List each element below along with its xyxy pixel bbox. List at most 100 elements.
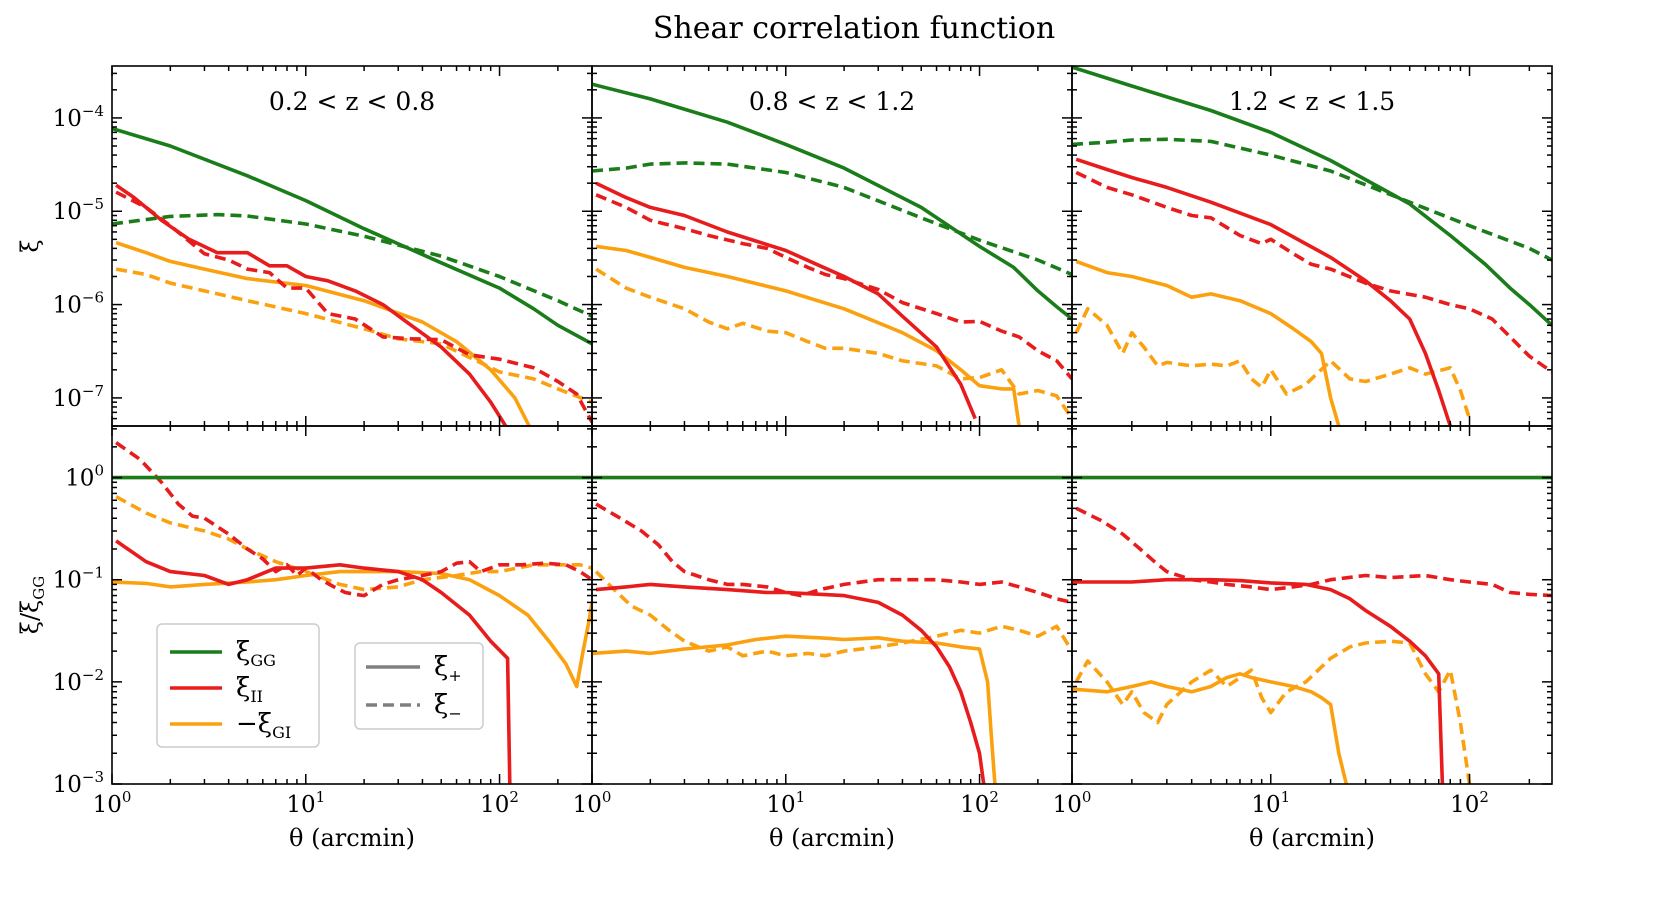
- bottom-y-tick-label-exp: −2: [82, 666, 104, 684]
- legend-series-box: [156, 623, 320, 748]
- chart-title: Shear correlation function: [653, 11, 1055, 46]
- bottom-y-tick-label-exp: −3: [82, 768, 104, 786]
- top-y-tick-label-base: 10: [53, 199, 82, 225]
- x-tick-label: 100: [93, 788, 132, 818]
- x-axis-label: θ (arcmin): [769, 824, 895, 852]
- y-axis-label-bottom-sub: GG: [30, 576, 48, 600]
- panel-3-ticks: [1071, 66, 1552, 785]
- x-tick-label-exp: 2: [1479, 788, 1489, 806]
- top-y-tick-label-base: 10: [53, 386, 82, 412]
- x-tick-label: 102: [480, 788, 519, 818]
- x-tick-label-exp: 0: [602, 788, 612, 806]
- series-line-gi-minus: [1074, 639, 1472, 784]
- legend-styles-box: [354, 642, 484, 730]
- legend-label-sub: GI: [272, 723, 291, 742]
- x-tick-label-base: 10: [1450, 792, 1479, 818]
- series-line-ii-plus: [1075, 157, 1453, 426]
- panel-1-bottom-series: [112, 441, 592, 784]
- legend-label-symbol: ξ: [434, 690, 448, 720]
- legend-label-symbol: −ξ: [236, 709, 272, 739]
- bottom-y-tick-label-exp: −1: [82, 564, 104, 582]
- top-y-tick-label: 10−7: [53, 382, 104, 412]
- legend-label-ii: ξII: [236, 673, 263, 706]
- legend-label-minus: ξ−: [434, 690, 462, 723]
- bottom-y-tick-label-exp: 0: [94, 462, 104, 480]
- bottom-y-tick-label-base: 10: [53, 568, 82, 594]
- panel-3-bottom-series: [1072, 475, 1552, 784]
- series-line-gg-plus: [112, 126, 592, 346]
- panel-1-top-frame: [111, 65, 593, 427]
- top-y-tick-label-exp: −5: [82, 195, 104, 213]
- panel-2-bottom-frame: [591, 425, 1073, 785]
- series-line-gi-minus: [594, 570, 1072, 658]
- panel-1-redshift-label: 0.2 < z < 0.8: [269, 87, 435, 116]
- legend-label-symbol: ξ: [236, 673, 250, 703]
- x-tick-label-exp: 1: [1281, 788, 1291, 806]
- legend-label-sub: GG: [250, 651, 276, 670]
- series-line-ii-minus: [115, 190, 592, 423]
- series-line-gi-plus: [1072, 672, 1349, 784]
- x-tick-label-base: 10: [766, 792, 795, 818]
- x-tick-label: 100: [573, 788, 612, 818]
- legend-label-gg: ξGG: [236, 637, 276, 670]
- x-tick-label-base: 10: [573, 792, 602, 818]
- bottom-y-tick-label-base: 10: [65, 466, 94, 492]
- y-axis-label-top: ξ: [16, 239, 44, 252]
- series-line-gg-plus: [1072, 66, 1552, 327]
- x-tick-label-base: 10: [286, 792, 315, 818]
- series-line-gi-minus: [115, 495, 592, 592]
- series-line-gi-plus: [115, 240, 532, 426]
- panel-3-top-series: [1072, 66, 1552, 426]
- legend-label-gi: −ξGI: [236, 709, 291, 742]
- x-tick-label-base: 10: [1251, 792, 1280, 818]
- y-axis-label-bottom: ξ/ξGG: [16, 576, 48, 635]
- x-tick-label: 101: [286, 788, 325, 818]
- series-line-ii-plus: [115, 539, 512, 784]
- x-tick-label-base: 10: [960, 792, 989, 818]
- top-y-tick-label-exp: −7: [82, 382, 104, 400]
- bottom-y-tick-label-base: 10: [53, 670, 82, 696]
- series-line-ii-minus: [115, 441, 592, 598]
- series-line-gg-minus: [592, 161, 1072, 277]
- x-tick-label-base: 10: [480, 792, 509, 818]
- top-y-tick-label-base: 10: [53, 106, 82, 132]
- x-tick-label-base: 10: [1053, 792, 1082, 818]
- panel-1-top-series: [112, 126, 592, 426]
- panel-2-redshift-label: 0.8 < z < 1.2: [749, 87, 915, 116]
- series-line-ii-plus: [115, 183, 508, 426]
- top-y-tick-label: 10−5: [53, 195, 104, 225]
- series-line-ii-minus: [1075, 506, 1552, 598]
- top-y-tick-label-base: 10: [53, 293, 82, 319]
- x-axis-label: θ (arcmin): [289, 824, 415, 852]
- top-y-tick-label: 10−4: [53, 102, 104, 132]
- legend-styles: ξ+ξ−: [354, 642, 484, 730]
- panel-3-bottom-frame: [1071, 425, 1553, 785]
- bottom-y-tick-label: 10−1: [53, 564, 104, 594]
- bottom-y-tick-label: 10−3: [53, 768, 104, 798]
- x-tick-label-exp: 0: [1082, 788, 1092, 806]
- legend-label-sub: II: [250, 687, 263, 706]
- series-line-gi-plus: [595, 244, 1021, 426]
- x-tick-label-exp: 0: [122, 788, 132, 806]
- series-line-gi-plus: [1075, 259, 1341, 426]
- bottom-y-tick-label-base: 10: [53, 772, 82, 798]
- x-tick-label-exp: 2: [509, 788, 519, 806]
- legend-label-sub: −: [448, 704, 461, 723]
- series-line-gi-plus: [112, 569, 592, 689]
- legend-label-symbol: ξ: [434, 652, 448, 682]
- series-line-gg-minus: [112, 212, 592, 318]
- bottom-y-tick-label: 10−2: [53, 666, 104, 696]
- series-line-gi-plus: [592, 634, 997, 784]
- y-axis-label-bottom-base: ξ/ξ: [16, 600, 44, 635]
- legend-label-sub: +: [448, 666, 461, 685]
- bottom-y-tick-label: 100: [65, 462, 104, 492]
- series-line-ii-minus: [595, 502, 1072, 605]
- series-line-gg-minus: [1072, 137, 1552, 262]
- panel-2-top-series: [592, 82, 1072, 426]
- series-line-gg-plus: [592, 82, 1072, 321]
- series-line-ii-plus: [595, 582, 986, 784]
- x-tick-label: 102: [960, 788, 999, 818]
